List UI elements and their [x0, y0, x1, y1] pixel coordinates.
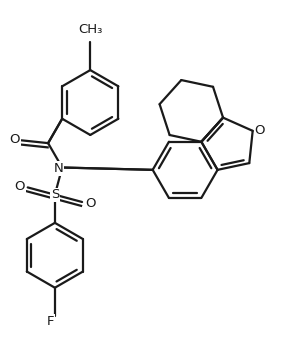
Text: O: O [85, 197, 95, 210]
Text: N: N [54, 162, 63, 175]
Text: O: O [254, 124, 265, 137]
Text: O: O [9, 133, 20, 146]
Text: CH₃: CH₃ [78, 23, 103, 37]
Text: F: F [47, 315, 54, 328]
Text: S: S [51, 188, 59, 201]
Text: O: O [14, 180, 25, 193]
